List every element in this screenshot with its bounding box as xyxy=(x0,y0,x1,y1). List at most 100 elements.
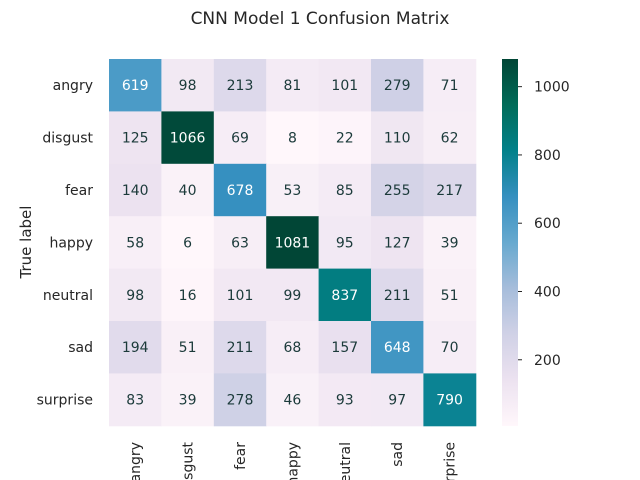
heatmap-cell xyxy=(318,111,372,165)
heatmap-cell-value: 51 xyxy=(179,340,197,356)
heatmap-cell-value: 58 xyxy=(126,235,144,251)
row-tick-label: disgust xyxy=(42,131,93,147)
heatmap-cell-value: 211 xyxy=(384,288,411,304)
heatmap-cell-value: 8 xyxy=(288,131,297,147)
column-tick-labels: angry sgust fear happy eutral sad rprise xyxy=(128,441,458,480)
heatmap-cell-value: 127 xyxy=(384,235,411,251)
heatmap-cell-value: 101 xyxy=(227,288,254,304)
heatmap-cell xyxy=(318,216,372,270)
heatmap-cell-value: 213 xyxy=(227,78,254,94)
heatmap-cell xyxy=(109,216,162,270)
chart-title: CNN Model 1 Confusion Matrix xyxy=(191,9,450,29)
heatmap-cell-value: 1081 xyxy=(275,235,311,251)
heatmap-cell xyxy=(423,111,477,165)
heatmap-cell-value: 211 xyxy=(227,340,254,356)
heatmap-cell xyxy=(266,268,320,322)
row-tick-label: happy xyxy=(49,235,93,251)
heatmap-cell-value: 101 xyxy=(331,78,358,94)
column-tick-label: rprise xyxy=(443,442,459,480)
heatmap-cell-value: 53 xyxy=(283,183,301,199)
heatmap-cell-value: 6 xyxy=(183,235,192,251)
colorbar-ticks: 200 400 600 800 1000 xyxy=(518,80,570,369)
heatmap-cell-value: 278 xyxy=(227,393,254,409)
heatmap-cell-value: 678 xyxy=(227,183,254,199)
heatmap-cell xyxy=(213,373,267,427)
heatmap-cell-value: 22 xyxy=(336,131,354,147)
row-tick-label: fear xyxy=(65,183,93,199)
heatmap-cell-value: 837 xyxy=(331,288,358,304)
heatmap-cell xyxy=(266,111,320,165)
heatmap-cell-value: 217 xyxy=(436,183,463,199)
heatmap-cell xyxy=(213,111,267,165)
heatmap-cell-value: 71 xyxy=(441,78,459,94)
heatmap-cell-value: 790 xyxy=(436,393,463,409)
heatmap-cell xyxy=(318,373,372,427)
heatmap-cell-value: 619 xyxy=(122,78,149,94)
row-tick-label: neutral xyxy=(43,288,93,304)
heatmap-cell xyxy=(423,321,477,374)
heatmap-cell xyxy=(266,59,320,112)
heatmap-cell xyxy=(423,163,477,217)
heatmap-cell-value: 51 xyxy=(441,288,459,304)
heatmap-cell xyxy=(423,216,477,270)
heatmap-cell xyxy=(161,268,215,322)
heatmap-cell xyxy=(109,321,162,374)
row-tick-label: angry xyxy=(53,78,93,94)
heatmap-cell-value: 70 xyxy=(441,340,459,356)
y-axis-label: True label xyxy=(17,206,35,280)
heatmap-cell-value: 85 xyxy=(336,183,354,199)
heatmap-cell xyxy=(161,216,215,270)
heatmap-cell-value: 648 xyxy=(384,340,411,356)
heatmap-cell xyxy=(213,216,267,270)
heatmap-cell-value: 81 xyxy=(283,78,301,94)
heatmap-cell-value: 68 xyxy=(283,340,301,356)
colorbar-tick-label: 800 xyxy=(534,148,561,164)
heatmap-cell xyxy=(371,163,424,217)
row-tick-label: surprise xyxy=(37,393,93,409)
heatmap-cell xyxy=(161,321,215,374)
heatmap-cell-value: 46 xyxy=(283,393,301,409)
column-tick-label: eutral xyxy=(338,442,354,480)
heatmap-cell xyxy=(371,268,424,322)
heatmap-cell xyxy=(161,111,215,165)
heatmap-cell xyxy=(266,163,320,217)
heatmap-cell-value: 40 xyxy=(179,183,197,199)
heatmap-cell xyxy=(109,59,162,112)
column-tick-label: angry xyxy=(128,442,144,480)
heatmap-cell xyxy=(423,268,477,322)
heatmap-cell xyxy=(213,163,267,217)
heatmap-cell-value: 39 xyxy=(441,235,459,251)
row-tick-label: sad xyxy=(68,340,93,356)
heatmap-cell-value: 255 xyxy=(384,183,411,199)
heatmap-cell xyxy=(213,59,267,112)
heatmap-cell xyxy=(371,111,424,165)
heatmap-cell xyxy=(371,59,424,112)
column-tick-label: sgust xyxy=(181,441,197,479)
heatmap-cell xyxy=(109,268,162,322)
heatmap-cell xyxy=(318,268,372,322)
heatmap-cell-value: 99 xyxy=(283,288,301,304)
heatmap-cell xyxy=(318,321,372,374)
heatmap-cell-value: 157 xyxy=(331,340,358,356)
row-tick-labels: angry disgust fear happy neutral sad surprise xyxy=(37,78,94,408)
heatmap-cell-value: 1066 xyxy=(170,131,206,147)
heatmap-cell xyxy=(371,216,424,270)
heatmap-cell-value: 194 xyxy=(122,340,149,356)
heatmap-cell-value: 16 xyxy=(179,288,197,304)
heatmap-cell xyxy=(423,373,477,427)
heatmap-cell xyxy=(109,111,162,165)
heatmap-cell-value: 93 xyxy=(336,393,354,409)
colorbar xyxy=(502,59,518,426)
colorbar-tick-label: 200 xyxy=(534,353,561,369)
heatmap-cell-value: 279 xyxy=(384,78,411,94)
heatmap-cell xyxy=(371,321,424,374)
heatmap-cell-value: 98 xyxy=(126,288,144,304)
heatmap-cell-value: 69 xyxy=(231,131,249,147)
column-tick-label: sad xyxy=(390,442,406,467)
colorbar-tick-label: 600 xyxy=(534,216,561,232)
colorbar-tick-label: 400 xyxy=(534,284,561,300)
heatmap-cell xyxy=(266,321,320,374)
heatmap-cell xyxy=(266,216,320,270)
heatmap-cell xyxy=(266,373,320,427)
column-tick-label: happy xyxy=(285,442,301,480)
